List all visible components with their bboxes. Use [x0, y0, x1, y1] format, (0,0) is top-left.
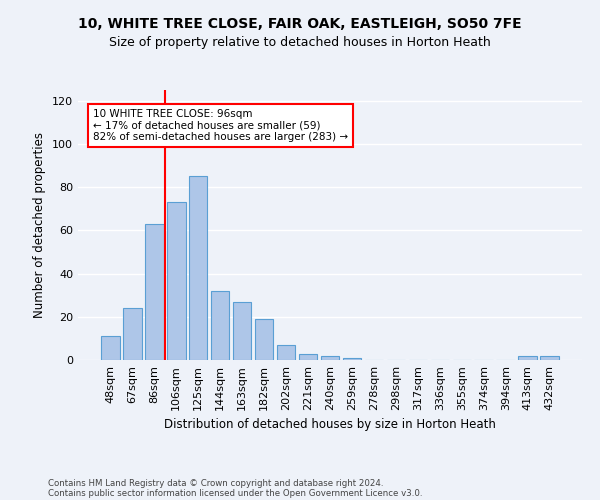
Bar	[189, 176, 208, 360]
Bar	[145, 224, 164, 360]
Bar	[211, 291, 229, 360]
Bar	[320, 356, 340, 360]
Bar	[255, 319, 274, 360]
Bar	[123, 308, 142, 360]
Text: Contains HM Land Registry data © Crown copyright and database right 2024.: Contains HM Land Registry data © Crown c…	[48, 478, 383, 488]
Bar	[277, 345, 295, 360]
Bar	[233, 302, 251, 360]
Y-axis label: Number of detached properties: Number of detached properties	[34, 132, 46, 318]
Bar	[299, 354, 317, 360]
Bar	[518, 356, 537, 360]
Text: 10 WHITE TREE CLOSE: 96sqm
← 17% of detached houses are smaller (59)
82% of semi: 10 WHITE TREE CLOSE: 96sqm ← 17% of deta…	[93, 109, 348, 142]
Bar	[167, 202, 185, 360]
Text: 10, WHITE TREE CLOSE, FAIR OAK, EASTLEIGH, SO50 7FE: 10, WHITE TREE CLOSE, FAIR OAK, EASTLEIG…	[78, 18, 522, 32]
Bar	[343, 358, 361, 360]
Bar	[101, 336, 119, 360]
X-axis label: Distribution of detached houses by size in Horton Heath: Distribution of detached houses by size …	[164, 418, 496, 432]
Text: Contains public sector information licensed under the Open Government Licence v3: Contains public sector information licen…	[48, 488, 422, 498]
Bar	[541, 356, 559, 360]
Text: Size of property relative to detached houses in Horton Heath: Size of property relative to detached ho…	[109, 36, 491, 49]
